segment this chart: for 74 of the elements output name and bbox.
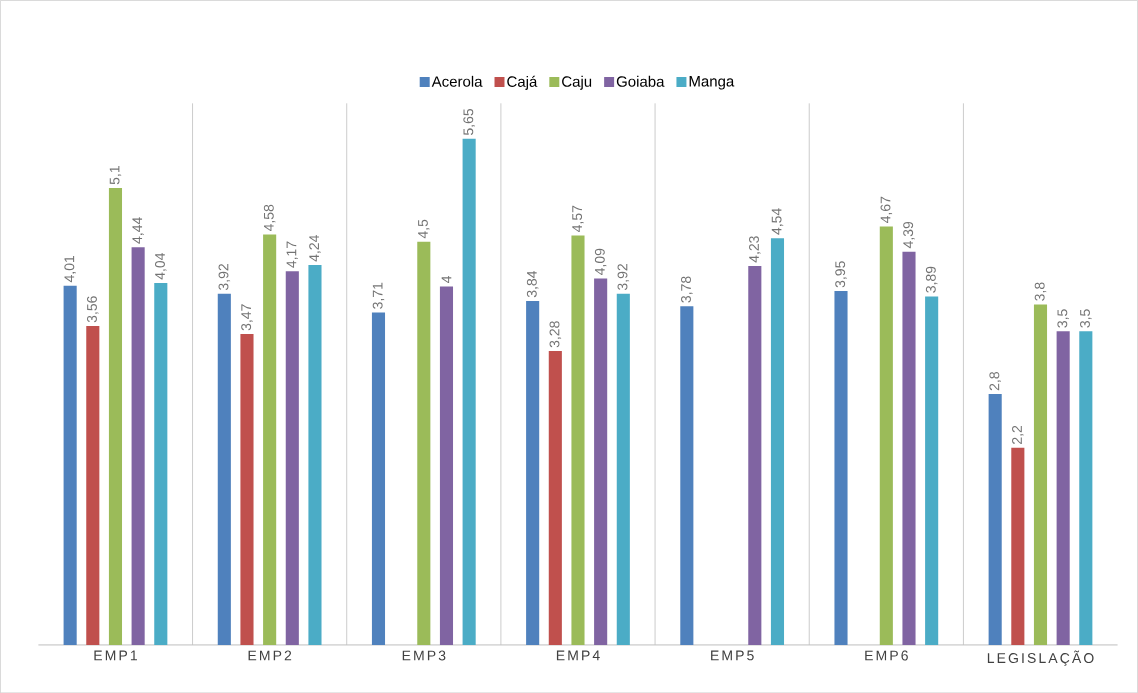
bar	[285, 271, 299, 645]
bar	[154, 282, 168, 645]
bar	[462, 138, 476, 645]
x-tick-label: EMP4	[556, 650, 600, 661]
data-label: 3,92	[617, 263, 630, 290]
data-label: 3,84	[526, 270, 539, 298]
x-tick-label: EMP3	[402, 650, 446, 661]
legend-label: Caju	[562, 75, 592, 90]
bar	[988, 393, 1002, 645]
x-tick-label: EMP1	[94, 650, 137, 661]
data-label: 4,24	[309, 234, 321, 262]
bar	[263, 234, 277, 645]
bar	[770, 238, 785, 645]
bar	[879, 226, 893, 645]
bar	[108, 187, 123, 645]
bar	[131, 247, 145, 645]
bar	[1079, 331, 1093, 645]
bar	[371, 312, 386, 645]
data-label: 3,28	[549, 321, 562, 348]
data-label: 4,09	[594, 248, 607, 275]
data-label: 3,89	[925, 266, 938, 293]
bar	[526, 300, 540, 645]
data-label: 4	[441, 275, 452, 283]
bar	[63, 285, 77, 645]
bar	[680, 306, 694, 645]
bar	[748, 265, 762, 645]
data-label: 2,2	[1012, 425, 1024, 444]
bar	[1056, 331, 1070, 645]
legend-label: Manga	[689, 75, 735, 90]
data-label: 3,56	[87, 296, 99, 323]
data-label: 3,5	[1057, 309, 1069, 328]
data-label: 4,44	[132, 217, 144, 244]
data-label: 3,8	[1034, 282, 1047, 301]
data-label: 3,95	[835, 261, 847, 288]
legend-label: Cajá	[507, 75, 538, 90]
legend-label: Acerola	[431, 75, 483, 87]
bar	[439, 286, 454, 645]
x-tick-label: LEGISLAÇÃO	[987, 650, 1094, 666]
data-label: 5,1	[109, 165, 122, 185]
bar	[1011, 447, 1025, 645]
bar	[834, 290, 848, 645]
data-label: 4,04	[155, 252, 167, 280]
bar	[240, 333, 254, 645]
data-label: 4,67	[880, 196, 893, 223]
data-label: 3,5	[1080, 309, 1092, 328]
bar	[548, 350, 562, 645]
data-label: 4,39	[903, 221, 915, 248]
x-tick-label: EMP5	[711, 650, 754, 661]
data-label: 4,17	[286, 241, 299, 268]
bar	[616, 293, 630, 645]
data-label: 4,5	[418, 219, 430, 239]
bar	[902, 251, 916, 645]
bar	[308, 264, 322, 645]
bar	[1033, 304, 1048, 645]
data-label: 3,71	[372, 282, 385, 309]
bar	[571, 235, 585, 645]
x-tick-label: EMP6	[865, 650, 908, 661]
data-label: 4,58	[263, 204, 276, 231]
data-label: 3,78	[681, 276, 693, 303]
data-label: 4,23	[749, 236, 761, 263]
data-label: 4,57	[572, 205, 584, 232]
x-tick-label: EMP2	[248, 650, 292, 661]
bar	[86, 325, 100, 645]
data-label: 3,92	[218, 263, 231, 290]
data-label: 2,8	[989, 371, 1001, 391]
bar	[925, 296, 939, 645]
data-label: 4,54	[771, 208, 784, 235]
data-label: 5,65	[463, 108, 475, 135]
bar	[594, 278, 608, 645]
data-label: 3,47	[241, 304, 253, 331]
data-label: 4,01	[64, 255, 76, 283]
bar	[417, 241, 431, 645]
legend-label: Goiaba	[616, 75, 665, 87]
bar	[217, 293, 231, 645]
